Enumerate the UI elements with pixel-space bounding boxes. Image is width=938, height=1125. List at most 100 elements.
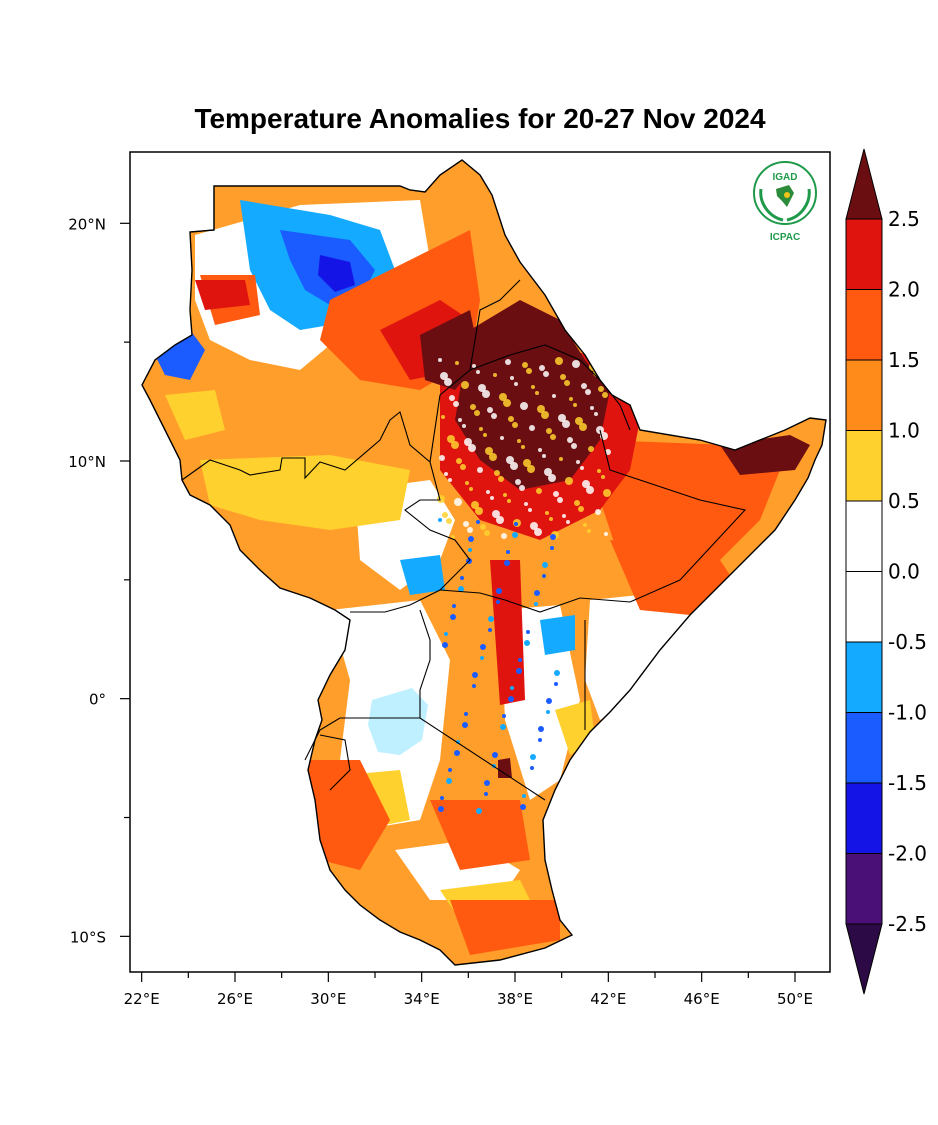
- anomaly-speckle: [480, 656, 484, 660]
- anomaly-speckle: [566, 520, 570, 524]
- anomaly-speckle: [465, 481, 469, 485]
- anomaly-speckle: [472, 684, 476, 688]
- anomaly-speckle: [542, 574, 546, 578]
- country-border: [189, 186, 215, 233]
- anomaly-patch: [368, 688, 428, 755]
- anomaly-speckle: [587, 529, 591, 533]
- anomaly-speckle: [462, 722, 468, 728]
- x-tick-label: 42°E: [590, 990, 626, 1008]
- anomaly-speckle: [444, 472, 448, 476]
- anomaly-speckle: [560, 374, 566, 380]
- anomaly-speckle: [529, 425, 535, 431]
- anomaly-speckle: [463, 521, 469, 527]
- anomaly-patch: [585, 590, 700, 720]
- anomaly-speckle: [468, 536, 474, 542]
- colorbar-label: -0.5: [888, 630, 927, 654]
- colorbar-label: 0.5: [888, 489, 920, 513]
- colorbar-segment: [845, 571, 883, 643]
- colorbar-segment: [845, 500, 883, 572]
- anomaly-speckle: [458, 586, 464, 592]
- anomaly-speckle: [460, 464, 466, 470]
- anomaly-speckle: [489, 453, 497, 461]
- anomaly-speckle: [580, 466, 584, 470]
- anomaly-speckle: [510, 376, 514, 380]
- anomaly-speckle: [491, 413, 497, 419]
- anomaly-speckle: [536, 488, 542, 494]
- anomaly-speckle: [520, 402, 528, 410]
- anomaly-speckle: [514, 522, 518, 526]
- anomaly-speckle: [541, 411, 549, 419]
- anomaly-speckle: [572, 360, 580, 368]
- anomaly-speckle: [442, 642, 448, 648]
- anomaly-speckle: [598, 386, 604, 392]
- anomaly-speckle: [512, 422, 518, 428]
- anomaly-speckle: [550, 434, 556, 440]
- x-tick-label: 30°E: [310, 990, 346, 1008]
- anomaly-speckle: [483, 433, 487, 437]
- anomaly-speckle: [464, 712, 468, 716]
- anomaly-patch: [490, 560, 525, 705]
- anomaly-speckle: [499, 393, 507, 401]
- anomaly-speckle: [476, 520, 480, 524]
- anomaly-speckle: [490, 496, 494, 500]
- colorbar-label: 2.5: [888, 207, 920, 231]
- country-border: [599, 429, 747, 581]
- anomaly-speckle: [498, 476, 504, 482]
- country-border: [439, 579, 681, 613]
- anomaly-speckle: [562, 514, 566, 518]
- anomaly-patch: [400, 555, 445, 595]
- anomaly-speckle: [512, 532, 518, 538]
- anomaly-speckle: [524, 502, 528, 506]
- x-tick-label: 26°E: [217, 990, 253, 1008]
- anomaly-speckle: [550, 534, 556, 540]
- anomaly-speckle: [538, 726, 544, 732]
- anomaly-speckle: [488, 628, 492, 632]
- anomaly-speckle: [458, 418, 462, 422]
- anomaly-speckle: [502, 714, 506, 718]
- anomaly-speckle: [464, 438, 472, 446]
- anomaly-speckle: [444, 378, 452, 386]
- country-border: [304, 717, 341, 761]
- anomaly-speckle: [468, 548, 472, 552]
- colorbar-segment: [845, 712, 883, 784]
- anomaly-speckle: [539, 365, 545, 371]
- anomaly-speckle: [494, 470, 500, 476]
- anomaly-speckle: [452, 604, 456, 608]
- anomaly-speckle: [439, 455, 445, 461]
- map-title: Temperature Anomalies for 20-27 Nov 2024: [194, 103, 766, 134]
- anomaly-speckle: [526, 368, 532, 374]
- colorbar-label: 1.0: [888, 419, 920, 443]
- anomaly-speckle: [546, 698, 552, 704]
- anomaly-speckle: [469, 487, 473, 491]
- colorbar-segment: [845, 782, 883, 854]
- anomaly-speckle: [530, 766, 534, 770]
- anomaly-speckle: [488, 616, 494, 622]
- anomaly-speckle: [454, 498, 462, 506]
- anomaly-speckle: [480, 524, 486, 530]
- anomaly-speckle: [514, 382, 518, 386]
- anomaly-speckle: [446, 778, 452, 784]
- anomaly-speckle: [438, 518, 442, 522]
- anomaly-speckle: [444, 632, 448, 636]
- anomaly-speckle: [440, 796, 444, 800]
- anomaly-speckle: [507, 499, 511, 503]
- anomaly-speckle: [503, 399, 511, 407]
- anomaly-speckle: [581, 383, 587, 389]
- anomaly-speckle: [441, 415, 445, 419]
- anomaly-speckle: [451, 441, 459, 449]
- anomaly-speckle: [476, 370, 480, 374]
- anomaly-speckle: [576, 460, 580, 464]
- logo-top-text: IGAD: [773, 172, 798, 183]
- anomaly-speckle: [492, 752, 498, 758]
- anomaly-speckle: [519, 485, 525, 491]
- anomaly-speckle: [567, 437, 573, 443]
- anomaly-speckle: [438, 806, 444, 812]
- anomaly-speckle: [440, 372, 448, 380]
- anomaly-speckle: [522, 362, 528, 368]
- anomaly-speckle: [542, 454, 546, 458]
- anomaly-patch: [200, 455, 410, 530]
- anomaly-speckle: [501, 533, 507, 539]
- x-axis: 22°E 26°E 30°E 34°E 38°E 42°E 46°E 50°E: [124, 972, 813, 1008]
- anomaly-speckle: [585, 389, 591, 395]
